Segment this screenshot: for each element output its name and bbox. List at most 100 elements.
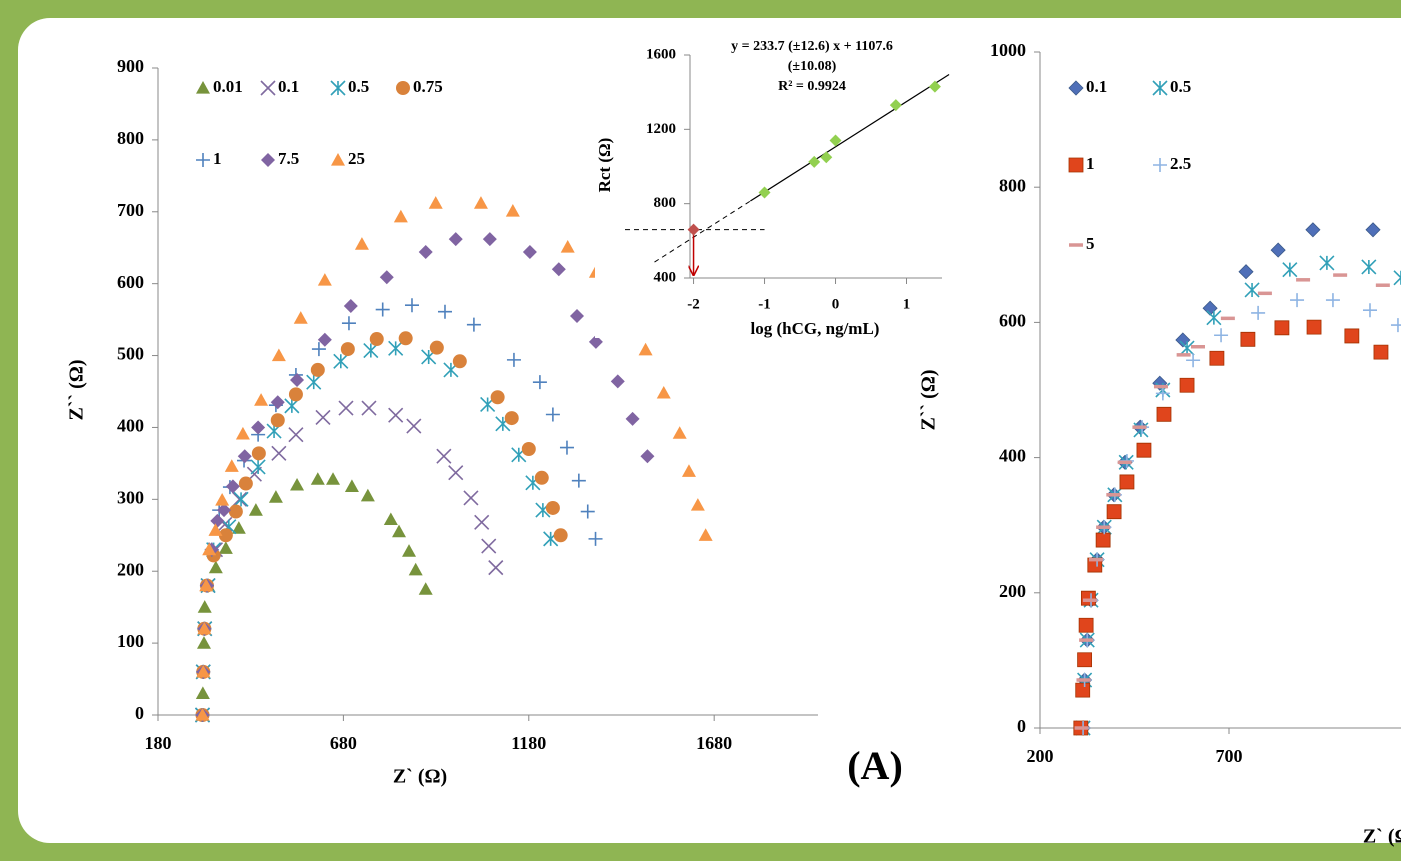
data-point (889, 99, 902, 112)
chart: 020040060080010002007001200Z` (Ω)Z`` (Ω)… (918, 40, 1401, 848)
data-point (392, 524, 407, 538)
data-point (1106, 504, 1122, 520)
data-point (474, 514, 490, 530)
data-point (196, 636, 211, 649)
data-point (1244, 282, 1260, 298)
data-point (482, 232, 497, 247)
legend-marker (196, 153, 210, 167)
data-point (545, 500, 560, 515)
y-tick-label: 1000 (990, 40, 1026, 60)
data-point (506, 352, 521, 367)
y-tick-label: 0 (135, 703, 144, 723)
y-tick-label: 0 (1017, 716, 1026, 736)
data-point (829, 134, 842, 147)
data-point (1078, 617, 1094, 633)
data-point (361, 400, 377, 416)
data-point (310, 362, 325, 377)
data-point (379, 270, 394, 285)
data-point (217, 503, 231, 518)
data-point (393, 209, 408, 223)
data-point (288, 427, 304, 443)
data-point (210, 513, 225, 528)
legend-label: 1 (1086, 154, 1095, 173)
x-tick-label: 1180 (511, 733, 546, 753)
data-point (452, 354, 467, 369)
data-point (208, 523, 223, 536)
legend-label: 1 (213, 149, 222, 168)
data-point (560, 240, 575, 253)
data-point (202, 542, 217, 556)
y-tick-label: 1600 (646, 46, 676, 62)
x-axis-label: Z` (Ω) (393, 766, 447, 788)
data-point (383, 512, 398, 526)
legend-marker (1152, 80, 1168, 96)
data-point (208, 560, 223, 574)
data-point (580, 504, 595, 519)
data-point (1305, 222, 1321, 238)
data-point (224, 459, 239, 472)
legend-marker (1068, 80, 1084, 96)
inset-background (595, 25, 962, 338)
data-point (820, 151, 833, 164)
data-point (1136, 442, 1152, 458)
data-point (698, 528, 713, 541)
data-point (504, 411, 519, 426)
y-tick-label: 300 (117, 487, 144, 507)
data-point (288, 387, 303, 402)
data-point (235, 426, 250, 440)
data-point (758, 186, 771, 199)
data-point (341, 316, 356, 331)
data-point (1179, 340, 1195, 356)
data-point (250, 459, 266, 475)
data-point (1119, 474, 1135, 490)
data-point (215, 493, 230, 506)
annotation: y = 233.7 (±12.6) x + 1107.6 (731, 39, 893, 54)
data-point (290, 372, 305, 387)
y-axis-label: Rct (Ω) (595, 138, 614, 193)
x-axis-label: log (hCG, ng/mL) (751, 319, 880, 338)
data-point (1365, 222, 1381, 238)
trendline-extension (654, 200, 751, 263)
data-point (687, 223, 700, 236)
data-point (306, 374, 322, 390)
data-point (311, 342, 326, 357)
legend-label: 0.75 (413, 77, 443, 96)
data-point (1306, 319, 1322, 335)
data-point (559, 440, 574, 455)
data-point (488, 560, 504, 576)
data-point (1075, 682, 1091, 698)
y-tick-label: 800 (999, 175, 1026, 195)
data-point (271, 348, 286, 362)
data-point (338, 400, 354, 416)
data-point (1325, 293, 1340, 308)
y-tick-label: 600 (999, 311, 1026, 331)
legend-label: 7.5 (278, 149, 299, 168)
data-point (375, 302, 390, 317)
data-point (534, 470, 549, 485)
data-point (640, 449, 655, 464)
data-point (1206, 310, 1222, 326)
data-point (1373, 344, 1389, 360)
legend-marker (396, 81, 410, 95)
legend-label: 5 (1086, 234, 1095, 253)
data-point (466, 317, 481, 332)
data-point (1156, 406, 1172, 422)
legend-marker (196, 81, 210, 94)
data-point (196, 664, 211, 678)
data-point (354, 237, 369, 250)
data-point (553, 528, 568, 543)
y-tick-label: 800 (654, 195, 677, 211)
data-point (638, 342, 653, 356)
y-tick-label: 100 (117, 631, 144, 651)
data-point (1251, 305, 1266, 320)
legend-marker (1068, 157, 1084, 173)
data-point (326, 472, 341, 485)
data-point (448, 465, 464, 481)
data-point (290, 477, 305, 491)
data-point (429, 340, 444, 355)
x-tick-label: -2 (687, 296, 700, 312)
data-point (199, 578, 214, 592)
data-point (1209, 350, 1225, 366)
data-point (521, 442, 536, 457)
